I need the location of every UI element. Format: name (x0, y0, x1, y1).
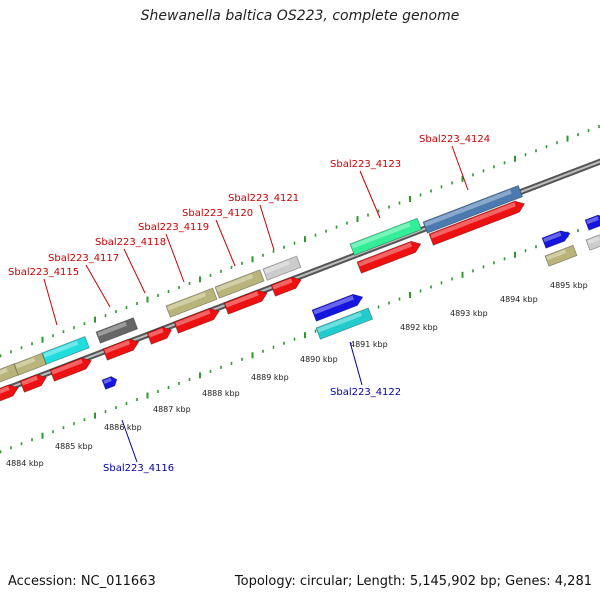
cds-arrow (356, 240, 422, 274)
feature-tan (13, 352, 47, 376)
feature-tan (544, 244, 578, 267)
feature-blue (541, 230, 571, 249)
cds-arrow (49, 357, 92, 382)
cds-arrow (428, 200, 526, 246)
gene-label-forward: Sbal223_4117 (48, 253, 119, 264)
scale-label: 4893 kbp (450, 309, 488, 318)
scale-label: 4887 kbp (153, 405, 191, 414)
scale-label: 4886 kbp (104, 423, 142, 432)
cds-arrow (270, 276, 302, 297)
gene-label-reverse-leader (121, 419, 138, 463)
gene-label-forward-leader (165, 233, 185, 283)
feature-blue (584, 214, 600, 231)
scale-label: 4890 kbp (300, 355, 338, 364)
accession-text: Accession: NC_011663 (8, 574, 156, 589)
genome-summary-text: Topology: circular; Length: 5,145,902 bp… (234, 574, 592, 589)
gene-label-forward: Sbal223_4120 (182, 208, 253, 219)
gene-label-reverse: Sbal223_4122 (330, 387, 401, 398)
gene-label-forward: Sbal223_4119 (138, 222, 209, 233)
gene-label-forward-leader (85, 264, 111, 308)
gene-label-forward-leader (451, 145, 469, 191)
scale-label: 4894 kbp (500, 295, 538, 304)
feature-gray-light (262, 255, 302, 281)
scale-label: 4888 kbp (202, 389, 240, 398)
cds-arrow (19, 374, 48, 393)
gene-label-forward-leader (123, 248, 146, 294)
gene-label-forward-leader (43, 278, 58, 326)
scale-label: 4892 kbp (400, 323, 438, 332)
gene-label-forward-leader (215, 219, 236, 267)
reverse-blue-arrow (311, 293, 364, 322)
scale-label: 4885 kbp (55, 442, 93, 451)
cds-arrow (146, 326, 173, 345)
gene-label-forward: Sbal223_4121 (228, 193, 299, 204)
gene-label-forward: Sbal223_4123 (330, 159, 401, 170)
feature-steelblue (422, 185, 524, 234)
cds-arrow (0, 384, 19, 404)
gene-label-forward-leader (359, 170, 381, 219)
map-title: Shewanella baltica OS223, complete genom… (140, 8, 460, 24)
reverse-teal (315, 307, 374, 340)
scale-label: 4884 kbp (6, 459, 44, 468)
reverse-blue-small (101, 376, 118, 390)
cds-arrow (223, 289, 268, 315)
feature-cyan (41, 336, 90, 365)
scale-label: 4891 kbp (350, 340, 388, 349)
gene-label-forward: Sbal223_4118 (95, 237, 166, 248)
scale-label: 4889 kbp (251, 373, 289, 382)
gene-label-forward-leader (259, 204, 275, 251)
scale-label: 4895 kbp (550, 281, 588, 290)
feature-gray-dark (95, 317, 139, 344)
feature-green (349, 217, 423, 256)
gene-label-forward: Sbal223_4115 (8, 267, 79, 278)
gene-label-reverse-leader (349, 341, 363, 386)
feature-gray-light (585, 232, 600, 251)
gene-label-reverse: Sbal223_4116 (103, 463, 174, 474)
feature-tan (165, 287, 218, 318)
cds-arrow (102, 338, 140, 361)
feature-tan (214, 269, 265, 299)
gene-label-forward: Sbal223_4124 (419, 134, 490, 145)
cds-arrow (173, 307, 220, 334)
